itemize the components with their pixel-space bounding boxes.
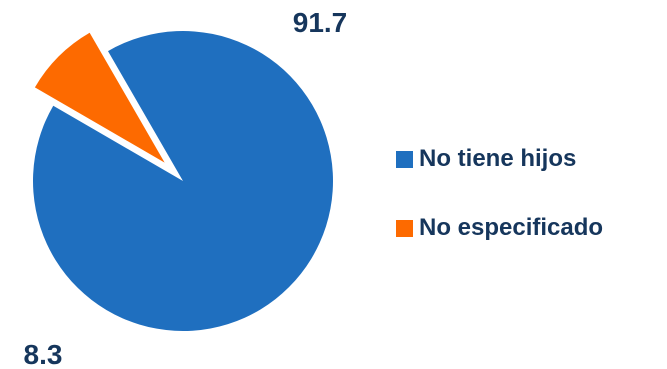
pie-slice-no-tiene-hijos (33, 31, 334, 331)
data-label-no-especificado: 8.3 (24, 339, 63, 369)
data-label-no-tiene-hijos: 91.7 (293, 7, 348, 38)
legend-swatch-no-especificado (396, 219, 413, 237)
pie-slice-no-especificado (34, 32, 165, 163)
legend-label-no-tiene-hijos: No tiene hijos (419, 145, 577, 172)
pie-slices (33, 31, 334, 331)
legend: No tiene hijos No especificado (396, 138, 603, 276)
legend-item-no-tiene-hijos: No tiene hijos (396, 138, 603, 180)
legend-swatch-no-tiene-hijos (396, 150, 413, 168)
legend-label-no-especificado: No especificado (419, 214, 604, 241)
pie-data-labels: 91.7 8.3 (24, 7, 348, 369)
legend-item-no-especificado: No especificado (396, 207, 603, 249)
